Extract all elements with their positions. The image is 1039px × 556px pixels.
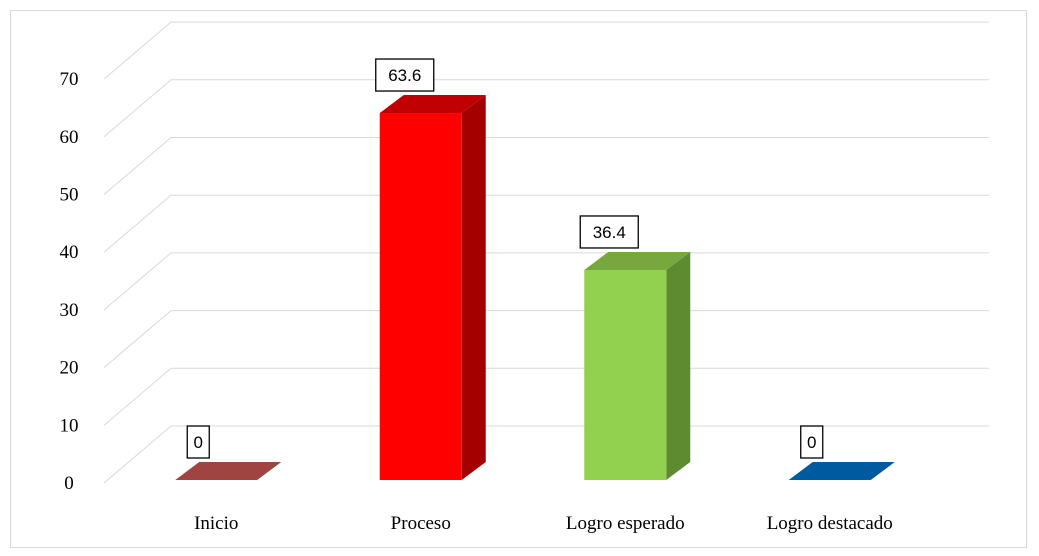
y-tick-label: 70 [60, 69, 79, 90]
bar-side-face [461, 95, 486, 480]
y-tick-label: 20 [60, 358, 79, 379]
x-category-label: Logro esperado [566, 513, 685, 534]
data-label-text: 36.4 [593, 223, 626, 242]
bar-front-face [584, 269, 667, 480]
y-tick-label: 50 [60, 185, 79, 206]
bar-top-face [788, 462, 895, 480]
bar-chart: 0 10 20 30 40 50 60 70 Inicio Proceso Logro esper… [60, 21, 989, 534]
gridline [103, 137, 989, 195]
x-category-label: Proceso [391, 513, 451, 534]
y-axis-ticks: 0 10 20 30 40 50 60 70 [60, 69, 79, 494]
gridline [103, 252, 989, 311]
bar-front-face [379, 113, 462, 480]
data-label: 36.4 [579, 215, 639, 249]
x-category-label: Inicio [194, 513, 238, 534]
x-category-label: Logro destacado [767, 513, 893, 534]
chart-frame: 0 10 20 30 40 50 60 70 Inicio Proceso Logro esper… [10, 10, 1027, 548]
data-label-box [579, 215, 639, 249]
data-label-box [800, 425, 824, 459]
data-label: 0 [800, 425, 824, 459]
data-label-box [186, 425, 210, 459]
data-label-text: 0 [807, 433, 816, 452]
data-label: 63.6 [375, 58, 435, 92]
data-label: 0 [186, 425, 210, 459]
bar-proceso [379, 95, 486, 480]
y-tick-label: 60 [60, 127, 79, 148]
bar-top-face [379, 95, 486, 114]
bars-layer [175, 95, 895, 480]
bar-top-face [584, 251, 691, 270]
gridline [103, 310, 989, 368]
bar-side-face [666, 251, 691, 480]
x-axis-categories: Inicio Proceso Logro esperado Logro destaca… [194, 513, 893, 534]
bar-inicio [175, 462, 282, 480]
gridline [103, 21, 989, 80]
bar-top-face [175, 462, 282, 480]
y-tick-label: 40 [60, 242, 79, 263]
data-labels-layer: 0 63.6 36.4 0 [186, 58, 824, 459]
y-tick-label: 0 [64, 473, 74, 494]
gridline [103, 194, 989, 253]
y-tick-label: 30 [60, 300, 79, 321]
grid-layer [103, 21, 989, 484]
data-label-box [375, 58, 435, 92]
data-label-text: 0 [194, 433, 203, 452]
gridline [103, 425, 989, 484]
data-label-text: 63.6 [388, 66, 421, 85]
gridline [103, 79, 989, 138]
bar-logro-esperado [584, 251, 691, 480]
y-tick-label: 10 [60, 415, 79, 436]
gridline [103, 367, 989, 426]
bar-logro-destacado [788, 462, 895, 480]
